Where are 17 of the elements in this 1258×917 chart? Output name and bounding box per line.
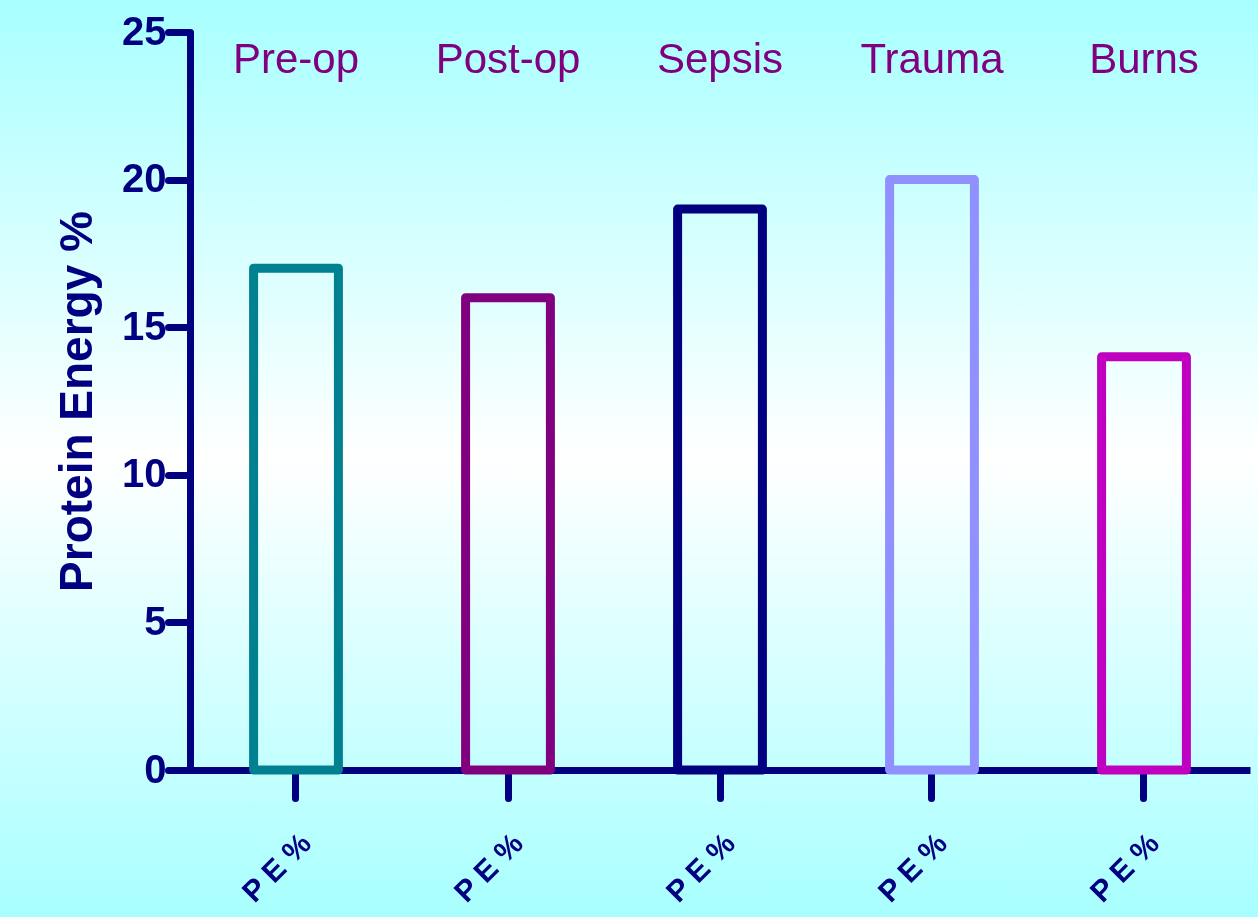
- y-axis-title: Protein Energy %: [50, 211, 103, 592]
- annotation: Sepsis: [656, 35, 784, 82]
- x-tick-label: P E %: [871, 826, 954, 909]
- annotation: Pre-op: [232, 35, 360, 82]
- y-tick-label: 20: [122, 156, 167, 201]
- annotation: Post-op: [435, 35, 581, 82]
- x-tick-label: P E %: [1083, 826, 1166, 909]
- annotation: Burns: [1089, 35, 1199, 82]
- x-tick-label: P E %: [235, 826, 318, 909]
- y-tick-label: 0: [144, 746, 167, 791]
- x-tick-label: P E %: [659, 826, 742, 909]
- y-tick-label: 10: [122, 451, 167, 496]
- y-tick-label: 25: [122, 8, 167, 53]
- x-tick-label: P E %: [447, 826, 530, 909]
- y-tick-label: 15: [122, 303, 167, 348]
- annotation: Trauma: [860, 35, 1005, 82]
- y-tick-label: 5: [144, 598, 167, 643]
